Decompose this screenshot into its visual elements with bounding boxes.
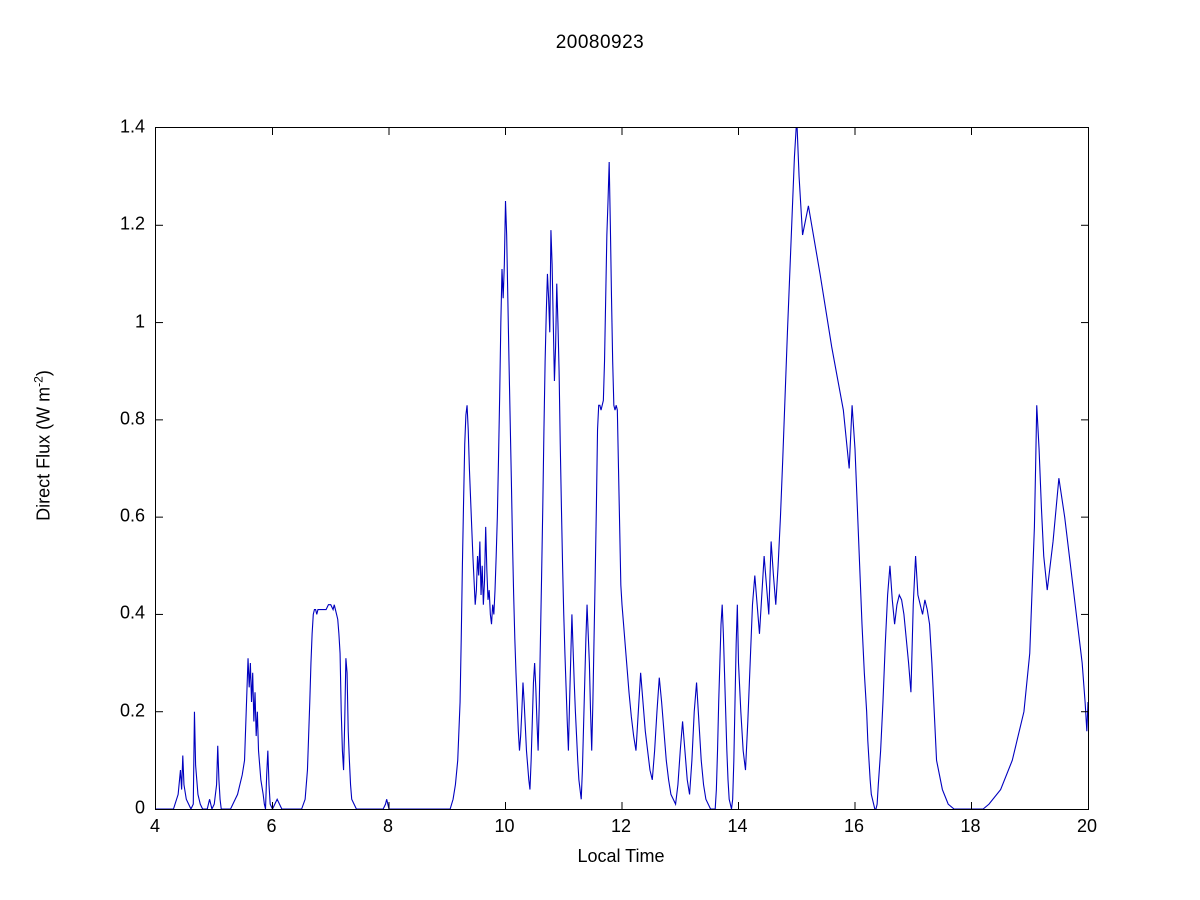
x-tick-label: 4	[149, 816, 161, 836]
y-tick-label: 0	[134, 797, 145, 818]
plot-svg	[156, 128, 1088, 809]
y-tick-label: 0.6	[119, 505, 145, 526]
y-tick-label: 1.4	[119, 116, 145, 137]
page-title: 20080923	[555, 32, 645, 53]
y-axis-tick-labels: 0 0.2 0.4 0.6 0.8 1 1.2 1.4	[85, 117, 145, 818]
y-tick-label: 0.8	[119, 408, 145, 429]
y-tick-label: 1.2	[119, 213, 145, 234]
x-axis-ticks	[272, 128, 972, 809]
y-axis-ticks	[156, 224, 1088, 713]
x-axis-label: Local Time	[577, 846, 665, 866]
x-tick-label: 20	[1076, 816, 1098, 836]
direct-flux-line	[156, 128, 1088, 809]
plot-area	[155, 127, 1089, 810]
x-tick-label: 18	[960, 816, 981, 836]
x-tick-label: 6	[266, 816, 277, 836]
x-tick-label: 14	[727, 816, 748, 836]
y-tick-label: 0.4	[119, 602, 145, 623]
y-tick-label: 0.2	[119, 700, 145, 721]
x-tick-label: 8	[382, 816, 394, 836]
y-axis-label-suffix: )	[33, 370, 54, 377]
y-axis-label: Direct Flux (W m-2)	[31, 196, 55, 696]
y-tick-label: 1	[134, 311, 145, 332]
y-axis-label-exponent: -2	[31, 376, 46, 387]
x-tick-label: 16	[843, 816, 865, 836]
x-tick-label: 12	[610, 816, 632, 836]
x-axis-tick-labels: 4 6 8 10 12 14 16 18 20	[150, 816, 1097, 846]
x-tick-label: 10	[494, 816, 515, 836]
y-axis-label-prefix: Direct Flux (W m	[33, 386, 54, 521]
